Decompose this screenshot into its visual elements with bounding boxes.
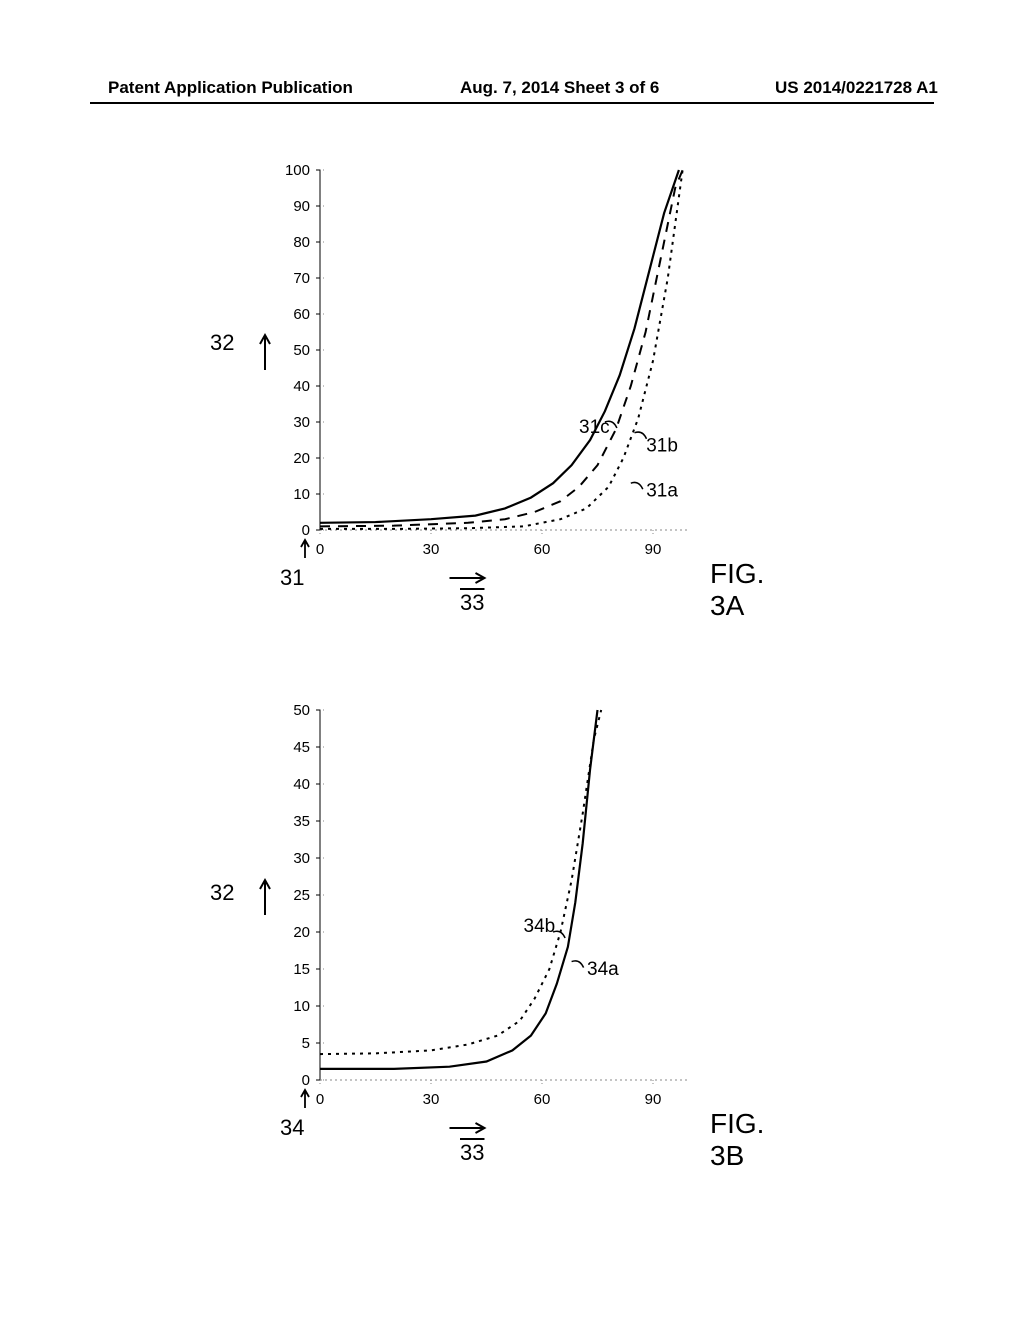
svg-text:60: 60	[293, 306, 310, 323]
svg-text:90: 90	[645, 1091, 662, 1108]
svg-text:60: 60	[534, 541, 551, 558]
svg-text:0: 0	[302, 522, 310, 539]
header-divider	[90, 102, 934, 104]
fig-3b-label: FIG. 3B	[710, 1108, 790, 1172]
svg-text:40: 40	[293, 776, 310, 793]
svg-text:34a: 34a	[587, 959, 619, 980]
svg-text:30: 30	[423, 541, 440, 558]
svg-text:90: 90	[645, 541, 662, 558]
svg-text:0: 0	[316, 541, 324, 558]
x-axis-label-33-b: 33	[460, 1140, 484, 1166]
header-publication: Patent Application Publication	[108, 78, 353, 98]
svg-text:10: 10	[293, 998, 310, 1015]
svg-text:30: 30	[423, 1091, 440, 1108]
svg-text:30: 30	[293, 414, 310, 431]
svg-text:20: 20	[293, 924, 310, 941]
figure-3b: 05101520253035404550030609034b34a FIG. 3…	[230, 700, 790, 1160]
svg-text:60: 60	[534, 1091, 551, 1108]
origin-label-34: 34	[280, 1115, 304, 1141]
svg-text:80: 80	[293, 234, 310, 251]
svg-text:31c: 31c	[579, 417, 610, 438]
svg-text:31b: 31b	[646, 436, 678, 457]
svg-text:50: 50	[293, 342, 310, 359]
svg-text:100: 100	[285, 162, 310, 179]
svg-text:20: 20	[293, 450, 310, 467]
origin-label-31: 31	[280, 565, 304, 591]
chart-3b-svg: 0 5 10 15 20 25 30 35 40 45 50 0 30 60 90 34b 34a	[230, 700, 790, 1160]
y-axis-label-32-a: 32	[210, 330, 234, 356]
svg-text:45: 45	[293, 739, 310, 756]
x-axis-label-33-a: 33	[460, 590, 484, 616]
svg-text:0: 0	[302, 1072, 310, 1089]
svg-text:35: 35	[293, 813, 310, 830]
header-date-sheet: Aug. 7, 2014 Sheet 3 of 6	[460, 78, 659, 98]
svg-text:70: 70	[293, 270, 310, 287]
svg-text:90: 90	[293, 198, 310, 215]
svg-text:15: 15	[293, 961, 310, 978]
svg-text:50: 50	[293, 702, 310, 719]
header-doc-id: US 2014/0221728 A1	[775, 78, 938, 98]
y-axis-label-32-b: 32	[210, 880, 234, 906]
svg-text:31a: 31a	[646, 480, 678, 501]
svg-text:34b: 34b	[524, 916, 556, 937]
svg-text:25: 25	[293, 887, 310, 904]
svg-text:40: 40	[293, 378, 310, 395]
fig-3a-label: FIG. 3A	[710, 558, 790, 622]
svg-text:30: 30	[293, 850, 310, 867]
svg-text:0: 0	[316, 1091, 324, 1108]
svg-text:10: 10	[293, 486, 310, 503]
svg-text:5: 5	[302, 1035, 310, 1052]
chart-3a-svg: 0 10 20 30 40 50 60 70 80 90 100 0 30 60 90 31c 31b 31a	[230, 160, 790, 610]
figure-3a: 0102030405060708090100030609031c31b31a F…	[230, 160, 790, 610]
